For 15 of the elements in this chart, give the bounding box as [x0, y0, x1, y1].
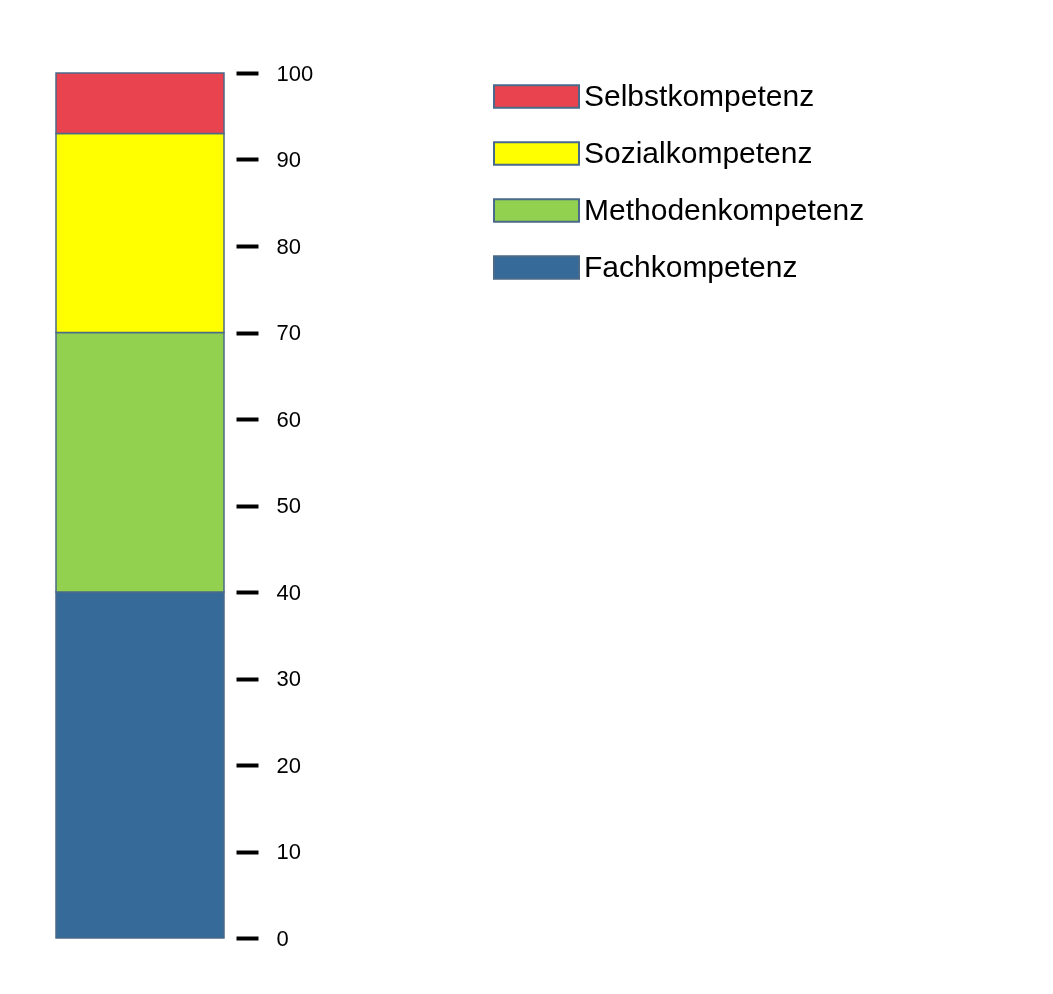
y-tick-label: 10 — [276, 839, 301, 864]
y-tick-label: 70 — [276, 320, 301, 345]
y-tick-label: 90 — [276, 147, 301, 172]
y-tick-label: 20 — [276, 752, 301, 778]
y-tick-label: 50 — [276, 493, 301, 518]
legend-label: Methodenkompetenz — [584, 192, 865, 226]
y-tick-label: 80 — [276, 233, 301, 259]
y-tick-label: 0 — [276, 925, 289, 951]
y-tick-label: 40 — [276, 579, 301, 605]
y-tick-label: 60 — [276, 406, 301, 432]
legend-label: Selbstkompetenz — [584, 78, 815, 112]
y-tick-label: 100 — [276, 60, 314, 86]
legend-label: Sozialkompetenz — [584, 135, 813, 169]
y-tick-label: 30 — [276, 666, 301, 691]
legend-label: Fachkompetenz — [584, 249, 798, 283]
